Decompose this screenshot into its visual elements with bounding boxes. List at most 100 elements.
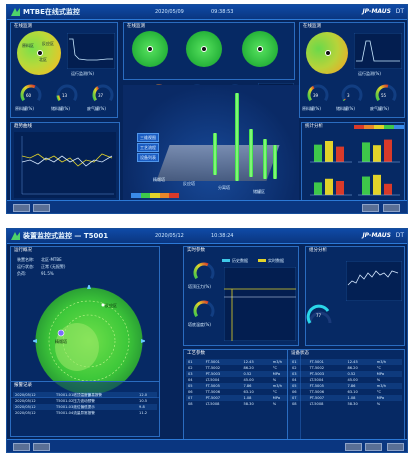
nav-button[interactable] xyxy=(362,204,379,212)
view-button[interactable]: 三维视图 xyxy=(137,133,159,142)
gauge-widget[interactable]: 37 废气罐(%) xyxy=(87,83,119,115)
table-cell: 10.5 xyxy=(139,399,148,403)
mini-trend-chart xyxy=(354,33,402,69)
tank-status-disc[interactable] xyxy=(132,31,168,67)
status-bar xyxy=(7,439,407,452)
table-cell: 02 xyxy=(292,366,297,370)
table-row[interactable]: 01 FT-5001 12.45 m3/h xyxy=(290,359,402,365)
table-cell: PT-5007 xyxy=(307,395,346,401)
info-key: 装置名称: xyxy=(17,257,35,262)
tank-status-disc[interactable] xyxy=(242,31,278,67)
table-cell: 58.30 xyxy=(347,402,358,406)
gauge-label: 废气罐(%) xyxy=(370,106,389,111)
nav-button[interactable] xyxy=(13,204,30,212)
view-button[interactable]: 设备列表 xyxy=(137,153,159,162)
right-monitor-panel: 在线监测 运行监测(%) 39 原料罐(%) 3 储料罐(%) 55 废气罐(%) xyxy=(299,22,405,118)
table-cell: 86.20 xyxy=(347,366,358,370)
gauge-widget[interactable]: 39 原料罐(%) xyxy=(302,83,334,115)
status-dot xyxy=(257,46,263,52)
bar xyxy=(314,144,322,162)
plant-structure xyxy=(156,145,280,181)
panel-title: 报警记录 xyxy=(14,383,32,388)
distillation-tower[interactable] xyxy=(263,139,267,179)
nav-button[interactable] xyxy=(387,443,404,451)
tank-status-disc[interactable] xyxy=(186,31,222,67)
trend-panel: 趋势曲线 xyxy=(10,122,120,202)
nav-button[interactable] xyxy=(33,204,50,212)
table-cell: 01 xyxy=(290,359,308,365)
table-row[interactable]: 04 LT-5004 45.00% xyxy=(290,377,402,383)
table-cell: 05 xyxy=(290,383,308,389)
composition-panel: 组分分析 77 xyxy=(305,246,405,346)
table-row[interactable]: 2020/05/12 T5001-01塔顶温度偏高报警 12.0 xyxy=(13,392,157,398)
distillation-tower[interactable] xyxy=(213,133,217,175)
table-row[interactable]: 04 LT-5004 45.00% xyxy=(186,377,298,383)
plant-3d-view[interactable]: 三维视图 工艺流程 设备列表 反应塔 分离塔 储罐区 精馏塔 xyxy=(123,85,299,207)
table-cell: T5001-02压力波动预警 xyxy=(56,398,95,403)
gauge-widget[interactable]: 13 储料罐(%) xyxy=(51,83,83,115)
table-cell: 12.0 xyxy=(137,392,157,398)
table-row[interactable]: 06 TT-5006 63.10 °C xyxy=(186,389,298,395)
nav-button[interactable] xyxy=(383,204,400,212)
gauge-widget[interactable]: 3 储料罐(%) xyxy=(336,83,368,115)
zone-pie-chart[interactable]: 原料区 反应区 北区 xyxy=(17,31,61,75)
table-cell: 7.86 xyxy=(345,383,375,389)
bar xyxy=(362,176,370,195)
gauge-widget[interactable]: 塔底温度(%) xyxy=(188,299,222,333)
area-label: 反应塔 xyxy=(183,181,195,186)
gauge-label: 废气罐(%) xyxy=(87,106,106,111)
gauge-widget[interactable]: 55 废气罐(%) xyxy=(370,83,402,115)
distillation-tower[interactable] xyxy=(273,145,277,179)
nav-button[interactable] xyxy=(345,443,362,451)
table-cell: TT-5002 xyxy=(309,366,325,370)
gauge-widget[interactable]: 塔顶压力(%) xyxy=(188,261,222,295)
middle-monitor-panel: 在线监测 xyxy=(123,22,295,80)
gauge-icon xyxy=(55,83,79,109)
nav-button[interactable] xyxy=(13,443,30,451)
distillation-tower[interactable] xyxy=(249,129,253,177)
zone-label: 原料区 xyxy=(22,43,34,48)
table-cell: 2020/05/12 xyxy=(13,404,55,410)
bar xyxy=(373,174,381,195)
dashboard-detail: 装置监控式监控 — T5001 2020/05/12 10:38:24 JP-M… xyxy=(6,228,408,453)
table-row[interactable]: 07 PT-5007 1.08 MPa xyxy=(290,395,402,401)
realtime-panel: 实时参数 塔顶压力(%) 塔底温度(%) 历史数据 实时数据 xyxy=(183,246,299,346)
table-row[interactable]: 02 TT-5002 86.20 °C xyxy=(290,365,402,371)
logo-icon xyxy=(11,232,20,240)
table-row[interactable]: 08 LT-5008 58.30% xyxy=(290,401,402,407)
table-row[interactable]: 03 PT-5003 0.52 MPa xyxy=(290,371,402,377)
gauge-value: 3 xyxy=(347,93,350,98)
nav-button[interactable] xyxy=(365,443,382,451)
table-row[interactable]: 05 FT-5005 7.86 m3/h xyxy=(290,383,402,389)
table-row[interactable]: 2020/05/12 T5001-04流量异常报警 11.2 xyxy=(13,410,157,416)
radar-map[interactable] xyxy=(33,285,145,397)
table-cell: 63.10 xyxy=(243,390,254,394)
logo-icon xyxy=(11,8,20,16)
table-row[interactable]: 08 LT-5008 58.30% xyxy=(186,401,298,407)
distillation-tower[interactable] xyxy=(235,93,239,181)
gauge-widget[interactable]: 60 原料罐(%) xyxy=(15,83,47,115)
view-button[interactable]: 工艺流程 xyxy=(137,143,159,152)
table-cell: PT-5003 xyxy=(307,371,346,377)
zone-pie-chart[interactable] xyxy=(306,32,348,74)
table-row[interactable]: 2020/05/12 T5001-02压力波动预警 10.5 xyxy=(13,398,157,404)
table-row[interactable]: 03 PT-5003 0.52 MPa xyxy=(186,371,298,377)
table-cell: 86.20 xyxy=(243,366,254,370)
table-row[interactable]: 06 TT-5006 63.10 °C xyxy=(290,389,402,395)
zone-label: 北区 xyxy=(39,57,47,62)
gauge-label: 储料罐(%) xyxy=(51,106,70,111)
composition-chart xyxy=(346,261,402,301)
alarm-table: 2020/05/12 T5001-01塔顶温度偏高报警 12.0 2020/05/12… xyxy=(13,392,157,416)
table-cell: % xyxy=(376,378,381,382)
info-value: 91.5% xyxy=(41,271,54,276)
table-row[interactable]: 07 PT-5007 1.08 MPa xyxy=(186,395,298,401)
table-row[interactable]: 01 FT-5001 12.45 m3/h xyxy=(186,359,298,365)
table-row[interactable]: 02 TT-5002 86.20 °C xyxy=(186,365,298,371)
table-row[interactable]: 05 FT-5005 7.86 m3/h xyxy=(186,383,298,389)
table-cell: 04 xyxy=(188,378,193,382)
nav-button[interactable] xyxy=(33,443,50,451)
gauge-label: 塔底温度(%) xyxy=(188,322,211,327)
date-label: 2020/05/12 xyxy=(155,233,184,239)
table-cell: 05 xyxy=(186,383,204,389)
table-row[interactable]: 2020/05/12 T5001-03液位偏低提示 9.8 xyxy=(13,404,157,410)
